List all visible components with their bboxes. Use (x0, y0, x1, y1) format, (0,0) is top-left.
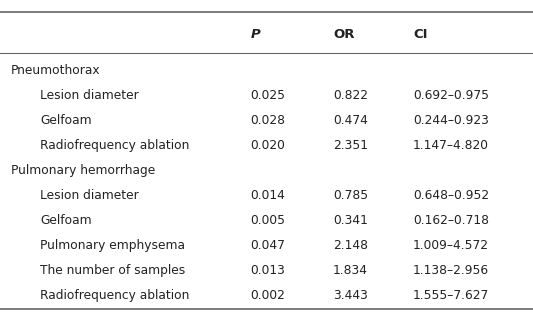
Text: 2.351: 2.351 (333, 139, 368, 152)
Text: 2.148: 2.148 (333, 239, 368, 252)
Text: CI: CI (413, 28, 427, 41)
Text: Gelfoam: Gelfoam (40, 114, 92, 127)
Text: Pulmonary hemorrhage: Pulmonary hemorrhage (11, 164, 155, 177)
Text: Lesion diameter: Lesion diameter (40, 189, 139, 202)
Text: The number of samples: The number of samples (40, 264, 185, 277)
Text: 3.443: 3.443 (333, 289, 368, 302)
Text: Radiofrequency ablation: Radiofrequency ablation (40, 289, 189, 302)
Text: 1.009–4.572: 1.009–4.572 (413, 239, 489, 252)
Text: 0.028: 0.028 (251, 114, 286, 127)
Text: 0.822: 0.822 (333, 89, 368, 102)
Text: 0.020: 0.020 (251, 139, 285, 152)
Text: 1.834: 1.834 (333, 264, 368, 277)
Text: 0.474: 0.474 (333, 114, 368, 127)
Text: Radiofrequency ablation: Radiofrequency ablation (40, 139, 189, 152)
Text: 0.692–0.975: 0.692–0.975 (413, 89, 489, 102)
Text: 1.555–7.627: 1.555–7.627 (413, 289, 489, 302)
Text: 1.147–4.820: 1.147–4.820 (413, 139, 489, 152)
Text: Lesion diameter: Lesion diameter (40, 89, 139, 102)
Text: 0.648–0.952: 0.648–0.952 (413, 189, 489, 202)
Text: Pulmonary emphysema: Pulmonary emphysema (40, 239, 185, 252)
Text: P: P (251, 28, 260, 41)
Text: 0.005: 0.005 (251, 214, 286, 227)
Text: 0.002: 0.002 (251, 289, 285, 302)
Text: 0.785: 0.785 (333, 189, 368, 202)
Text: 0.162–0.718: 0.162–0.718 (413, 214, 489, 227)
Text: 0.244–0.923: 0.244–0.923 (413, 114, 489, 127)
Text: Pneumothorax: Pneumothorax (11, 64, 100, 78)
Text: 0.047: 0.047 (251, 239, 285, 252)
Text: 0.341: 0.341 (333, 214, 368, 227)
Text: 0.025: 0.025 (251, 89, 286, 102)
Text: OR: OR (333, 28, 354, 41)
Text: 0.013: 0.013 (251, 264, 285, 277)
Text: Gelfoam: Gelfoam (40, 214, 92, 227)
Text: 0.014: 0.014 (251, 189, 285, 202)
Text: 1.138–2.956: 1.138–2.956 (413, 264, 489, 277)
